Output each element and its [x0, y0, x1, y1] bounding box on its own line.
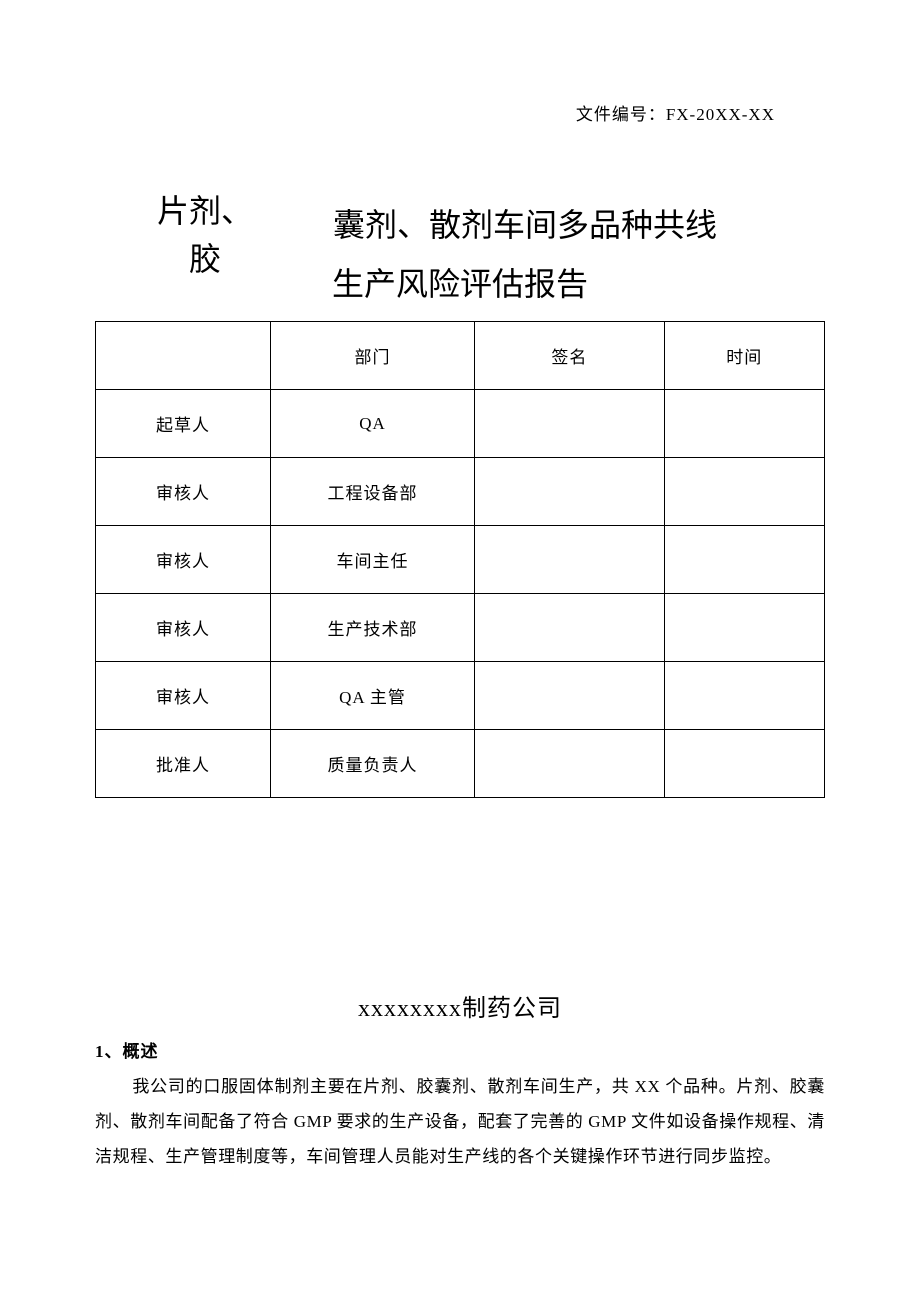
- title-block: 片剂、 胶 囊剂、散剂车间多品种共线 生产风险评估报告: [95, 195, 825, 313]
- cell-dept: 生产技术部: [270, 594, 474, 662]
- cell-time: [664, 526, 824, 594]
- cell-time: [664, 458, 824, 526]
- document-page: 文件编号：FX-20XX-XX 片剂、 胶 囊剂、散剂车间多品种共线 生产风险评…: [0, 0, 920, 1301]
- cell-sign: [475, 526, 665, 594]
- cell-time: [664, 662, 824, 730]
- cell-dept: QA: [270, 390, 474, 458]
- cell-dept: QA 主管: [270, 662, 474, 730]
- cell-dept: 车间主任: [270, 526, 474, 594]
- cell-role: 批准人: [96, 730, 271, 798]
- cell-dept: 工程设备部: [270, 458, 474, 526]
- doc-no-value: FX-20XX-XX: [666, 105, 775, 124]
- table-row: 起草人 QA: [96, 390, 825, 458]
- cell-role: 审核人: [96, 526, 271, 594]
- section-1-paragraph: 我公司的口服固体制剂主要在片剂、胶囊剂、散剂车间生产，共 XX 个品种。片剂、胶…: [95, 1070, 825, 1175]
- th-dept: 部门: [270, 322, 474, 390]
- table-row: 批准人 质量负责人: [96, 730, 825, 798]
- th-time: 时间: [664, 322, 824, 390]
- cell-time: [664, 730, 824, 798]
- th-blank: [96, 322, 271, 390]
- cell-time: [664, 390, 824, 458]
- cell-sign: [475, 458, 665, 526]
- cell-sign: [475, 594, 665, 662]
- table-row: 审核人 QA 主管: [96, 662, 825, 730]
- signature-table: 部门 签名 时间 起草人 QA 审核人 工程设备部 审核人 车间主任 审核人 生…: [95, 321, 825, 798]
- title-main-line1: 囊剂、散剂车间多品种共线: [225, 195, 825, 256]
- cell-time: [664, 594, 824, 662]
- cell-sign: [475, 730, 665, 798]
- cell-role: 审核人: [96, 662, 271, 730]
- table-row: 审核人 生产技术部: [96, 594, 825, 662]
- cell-sign: [475, 390, 665, 458]
- th-sign: 签名: [475, 322, 665, 390]
- doc-no-label: 文件编号：: [576, 105, 666, 124]
- table-row: 审核人 工程设备部: [96, 458, 825, 526]
- table-row: 审核人 车间主任: [96, 526, 825, 594]
- section-1-heading: 1、概述: [95, 1037, 825, 1062]
- company-name: xxxxxxxx制药公司: [95, 988, 825, 1023]
- cell-sign: [475, 662, 665, 730]
- table-header-row: 部门 签名 时间: [96, 322, 825, 390]
- cell-role: 审核人: [96, 594, 271, 662]
- cell-dept: 质量负责人: [270, 730, 474, 798]
- title-side: 片剂、 胶: [155, 187, 255, 283]
- title-side-line2: 胶: [189, 241, 221, 277]
- cell-role: 审核人: [96, 458, 271, 526]
- document-number: 文件编号：FX-20XX-XX: [95, 100, 825, 125]
- cell-role: 起草人: [96, 390, 271, 458]
- title-side-line1: 片剂、: [157, 193, 253, 229]
